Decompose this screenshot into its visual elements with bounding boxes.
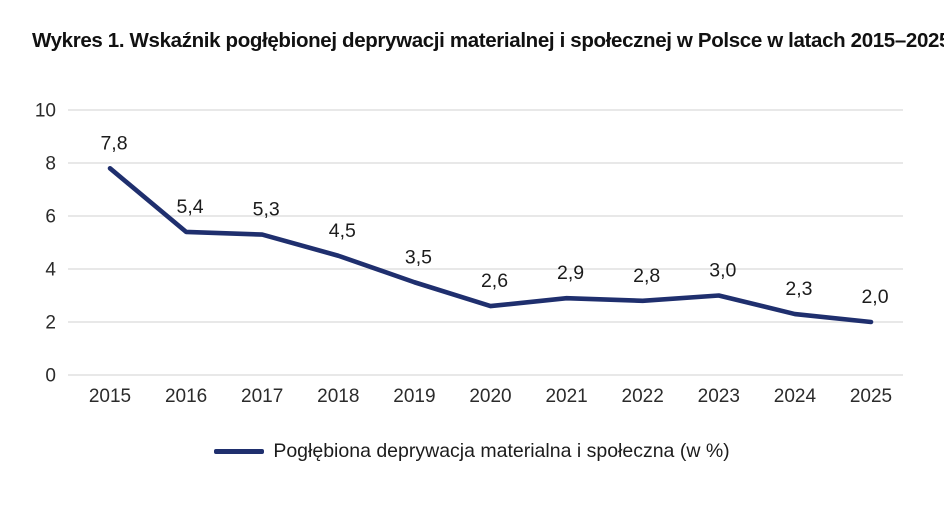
x-axis-tick-label: 2023 bbox=[698, 386, 740, 407]
data-point-label: 3,5 bbox=[405, 246, 432, 268]
x-axis-tick-label: 2022 bbox=[622, 386, 664, 407]
x-axis-tick-label: 2017 bbox=[241, 386, 283, 407]
data-point-label: 2,8 bbox=[633, 265, 660, 287]
x-axis-tick-labels: 2015 2016 2017 2018 2019 2020 2021 2022 2023 2024… bbox=[89, 386, 892, 407]
y-axis-tick-labels: 0 2 4 6 8 10 bbox=[35, 101, 57, 387]
y-axis-tick-label: 10 bbox=[35, 101, 56, 122]
y-axis-tick-label: 6 bbox=[45, 207, 56, 228]
x-axis-tick-label: 2020 bbox=[469, 386, 511, 407]
data-point-labels: 7,8 5,4 5,3 4,5 3,5 2,6 2,9 2,8 3,0 2,3 2,0 bbox=[100, 132, 888, 308]
x-axis-tick-label: 2024 bbox=[774, 386, 817, 407]
data-point-label: 7,8 bbox=[100, 132, 127, 154]
data-point-label: 2,0 bbox=[861, 286, 888, 308]
x-axis-tick-label: 2025 bbox=[850, 386, 892, 407]
y-axis-tick-label: 0 bbox=[45, 366, 56, 387]
data-point-label: 2,3 bbox=[785, 278, 812, 300]
data-point-label: 4,5 bbox=[329, 220, 356, 242]
legend-swatch-icon bbox=[214, 449, 265, 454]
data-point-label: 2,6 bbox=[481, 270, 508, 292]
chart-title: Wykres 1. Wskaźnik pogłębionej deprywacj… bbox=[32, 29, 944, 52]
gridlines bbox=[68, 109, 903, 376]
y-axis-tick-label: 2 bbox=[45, 313, 56, 334]
x-axis-tick-label: 2021 bbox=[545, 386, 587, 407]
x-axis-tick-label: 2018 bbox=[317, 386, 359, 407]
data-point-label: 3,0 bbox=[709, 260, 736, 282]
data-point-label: 5,3 bbox=[253, 199, 280, 221]
x-axis-tick-label: 2016 bbox=[165, 386, 207, 407]
legend-entry-label: Pogłębiona deprywacja materialna i społe… bbox=[273, 440, 730, 462]
series-line bbox=[107, 166, 874, 325]
x-axis-tick-label: 2015 bbox=[89, 386, 131, 407]
y-axis-tick-label: 4 bbox=[45, 260, 56, 281]
chart-legend: Pogłębiona deprywacja materialna i społe… bbox=[0, 440, 944, 463]
data-series-layer bbox=[107, 166, 874, 325]
data-point-label: 5,4 bbox=[177, 196, 204, 218]
data-point-label: 2,9 bbox=[557, 262, 584, 284]
y-axis-tick-label: 8 bbox=[45, 154, 56, 175]
x-axis-tick-label: 2019 bbox=[393, 386, 435, 407]
